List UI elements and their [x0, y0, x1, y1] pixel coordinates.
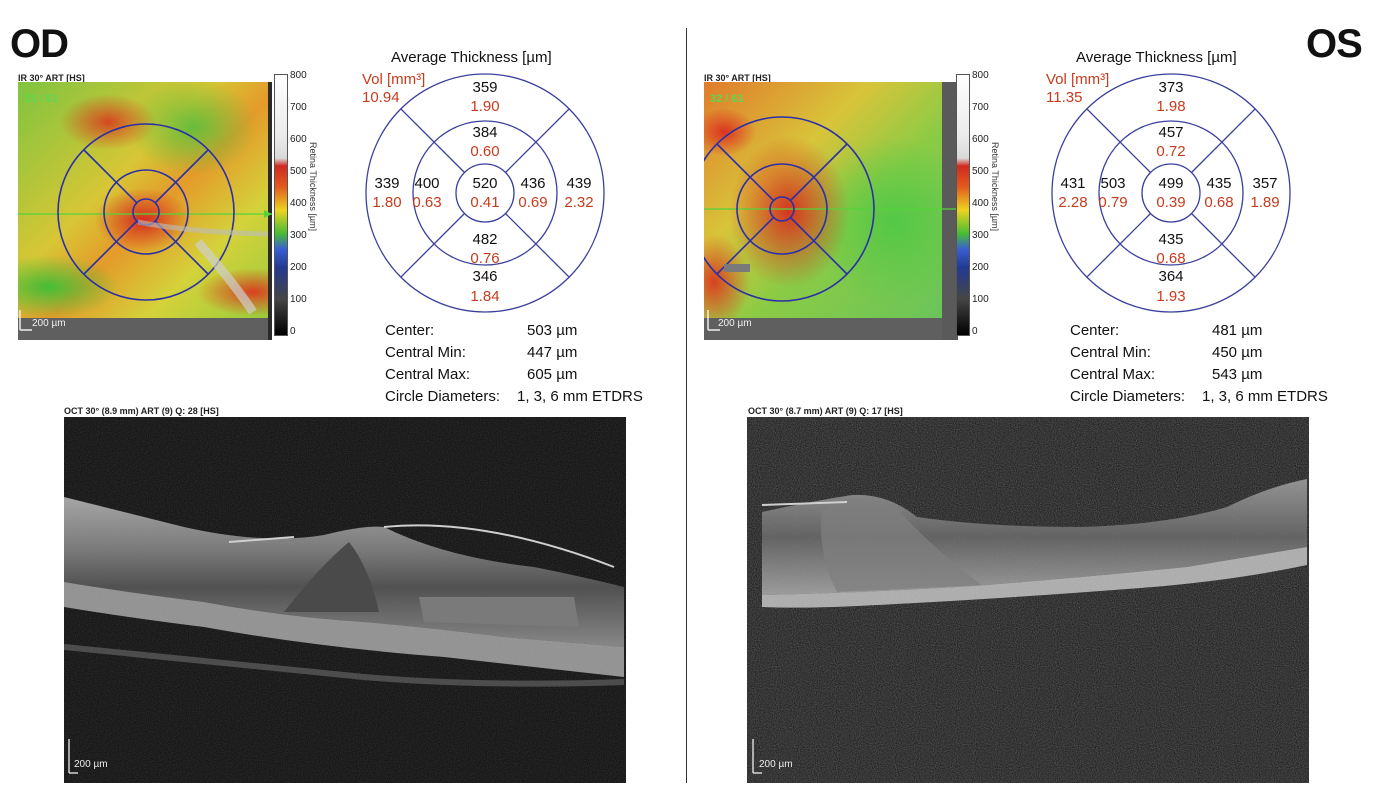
inner-right-volume: 0.69	[518, 194, 547, 211]
inner-left-volume: 0.63	[412, 194, 441, 211]
oct-scale-od: 200 µm	[74, 759, 108, 770]
stat-circle-diameters: Circle Diameters: 1, 3, 6 mm ETDRS	[1070, 388, 1328, 405]
colorbar-title-od: Retina Thickness [µm]	[308, 142, 318, 232]
inner-left-thickness: 503	[1100, 175, 1125, 192]
inner-top-volume: 0.60	[470, 143, 499, 160]
outer-bottom-thickness: 346	[472, 268, 497, 285]
outer-top-thickness: 359	[472, 79, 497, 96]
cb-tick: 300	[972, 230, 989, 241]
stat-circle-diameters: Circle Diameters: 1, 3, 6 mm ETDRS	[385, 388, 643, 405]
cb-tick: 0	[972, 326, 978, 337]
cb-tick: 200	[290, 262, 307, 273]
volume-total-os: Vol [mm³] 11.35	[1046, 71, 1109, 107]
stat-center: Center: 503 µm	[385, 322, 578, 339]
cb-tick: 400	[290, 198, 307, 209]
cb-tick: 100	[290, 294, 307, 305]
thickness-stats-od: Center: 503 µm Central Min: 447 µm Central…	[385, 320, 643, 408]
outer-bottom-volume: 1.84	[470, 288, 499, 305]
outer-bottom-thickness: 364	[1158, 268, 1183, 285]
average-thickness-title-os: Average Thickness [µm]	[1076, 49, 1237, 66]
cb-tick: 500	[972, 166, 989, 177]
inner-left-thickness: 400	[414, 175, 439, 192]
cb-tick: 800	[972, 70, 989, 81]
oct-scale-os: 200 µm	[759, 759, 793, 770]
etdrs-grid-od: 359 1.90 384 0.60 339 1.80 400 0.63 520 …	[365, 73, 605, 313]
inner-bottom-volume: 0.76	[470, 250, 499, 267]
map-scale-os: 200 µm	[718, 318, 752, 329]
stat-central-min: Central Min: 450 µm	[1070, 344, 1263, 361]
cb-tick: 600	[972, 134, 989, 145]
outer-top-volume: 1.90	[470, 98, 499, 115]
oct-scan-os[interactable]: 200 µm	[747, 417, 1309, 783]
outer-left-thickness: 339	[374, 175, 399, 192]
center-volume: 0.41	[470, 194, 499, 211]
outer-right-thickness: 357	[1252, 175, 1277, 192]
outer-left-volume: 2.28	[1058, 194, 1087, 211]
colorbar-title-os: Retina Thickness [µm]	[990, 142, 1000, 232]
outer-top-thickness: 373	[1158, 79, 1183, 96]
outer-bottom-volume: 1.93	[1156, 288, 1185, 305]
cb-tick: 500	[290, 166, 307, 177]
stat-central-max: Central Max: 543 µm	[1070, 366, 1263, 383]
inner-bottom-thickness: 435	[1158, 231, 1183, 248]
inner-bottom-thickness: 482	[472, 231, 497, 248]
stat-center: Center: 481 µm	[1070, 322, 1263, 339]
cb-tick: 700	[290, 102, 307, 113]
fov-text-os: 32 / 61	[710, 93, 744, 105]
outer-right-volume: 2.32	[564, 194, 593, 211]
od-panel: OD IR 30° ART [HS] 31 / 61 200 µm 800 70…	[0, 0, 685, 800]
oct-label-os: OCT 30° (8.7 mm) ART (9) Q: 17 [HS]	[748, 406, 903, 416]
stat-central-min: Central Min: 447 µm	[385, 344, 578, 361]
cb-tick: 200	[972, 262, 989, 273]
etdrs-overlay-od	[18, 82, 272, 340]
outer-right-volume: 1.89	[1250, 194, 1279, 211]
thickness-map-od[interactable]: 31 / 61 200 µm	[18, 82, 272, 340]
thickness-map-os[interactable]: 32 / 61 200 µm	[704, 82, 958, 340]
thickness-stats-os: Center: 481 µm Central Min: 450 µm Central…	[1070, 320, 1328, 408]
inner-left-volume: 0.79	[1098, 194, 1127, 211]
fov-text-od: 31 / 61	[24, 93, 58, 105]
cb-tick: 400	[972, 198, 989, 209]
etdrs-overlay-os	[704, 82, 958, 340]
inner-right-thickness: 436	[520, 175, 545, 192]
cb-tick: 0	[290, 326, 296, 337]
os-panel: OS IR 30° ART [HS] 32 / 61 200 µm 800 70…	[690, 0, 1380, 800]
vol-value-os: 11.35	[1046, 89, 1083, 106]
cb-tick: 800	[290, 70, 307, 81]
colorbar-od	[274, 74, 288, 336]
center-thickness: 520	[472, 175, 497, 192]
inner-right-volume: 0.68	[1204, 194, 1233, 211]
inner-bottom-volume: 0.68	[1156, 250, 1185, 267]
ir-label-od: IR 30° ART [HS]	[18, 73, 85, 83]
inner-top-volume: 0.72	[1156, 143, 1185, 160]
volume-total-od: Vol [mm³] 10.94	[362, 71, 425, 107]
cb-tick: 600	[290, 134, 307, 145]
vol-label-os: Vol [mm³]	[1046, 71, 1110, 88]
outer-left-thickness: 431	[1060, 175, 1085, 192]
vol-value-od: 10.94	[362, 89, 400, 106]
oct-scan-od[interactable]: 200 µm	[64, 417, 626, 783]
cb-tick: 100	[972, 294, 989, 305]
eye-label-os: OS	[1306, 22, 1363, 66]
center-volume: 0.39	[1156, 194, 1185, 211]
vol-label-od: Vol [mm³]	[362, 71, 426, 88]
center-thickness: 499	[1158, 175, 1183, 192]
inner-top-thickness: 384	[472, 124, 497, 141]
colorbar-os	[956, 74, 970, 336]
average-thickness-title-od: Average Thickness [µm]	[391, 49, 552, 66]
map-scale-od: 200 µm	[32, 318, 66, 329]
ir-label-os: IR 30° ART [HS]	[704, 73, 771, 83]
outer-left-volume: 1.80	[372, 194, 401, 211]
cb-tick: 300	[290, 230, 307, 241]
outer-top-volume: 1.98	[1156, 98, 1185, 115]
inner-top-thickness: 457	[1158, 124, 1183, 141]
stat-central-max: Central Max: 605 µm	[385, 366, 578, 383]
etdrs-grid-os: 373 1.98 457 0.72 431 2.28 503 0.79 499 …	[1051, 73, 1291, 313]
panel-divider	[686, 28, 687, 783]
eye-label-od: OD	[10, 22, 69, 66]
oct-label-od: OCT 30° (8.9 mm) ART (9) Q: 28 [HS]	[64, 406, 219, 416]
outer-right-thickness: 439	[566, 175, 591, 192]
cb-tick: 700	[972, 102, 989, 113]
inner-right-thickness: 435	[1206, 175, 1231, 192]
